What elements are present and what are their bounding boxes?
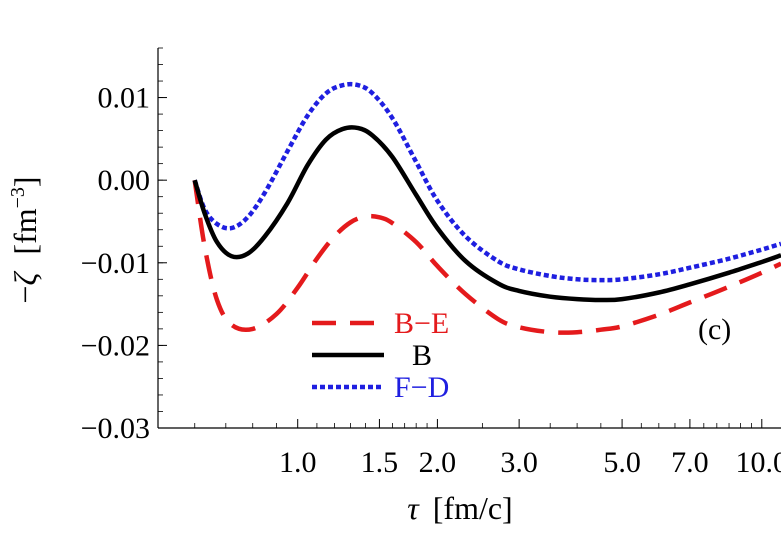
series-line-fd <box>192 81 781 283</box>
x-tick-label: 3.0 <box>500 446 538 479</box>
legend: B−EBF−D <box>312 307 449 404</box>
x-tick-label: 1.0 <box>279 446 317 479</box>
y-tick-label: 0.01 <box>98 82 151 115</box>
y-axis: 0.01 0.00 −0.01 −0.02 −0.03 <box>81 47 167 445</box>
y-tick-label: −0.03 <box>81 412 150 445</box>
y-axis-title: −ζ [fm−3] <box>7 176 43 303</box>
series-line-b <box>192 125 781 303</box>
series-line-be <box>192 179 781 335</box>
x-axis-title: τ [fm/c] <box>407 490 512 526</box>
x-tick-label: 1.5 <box>361 446 399 479</box>
x-tick-label: 5.0 <box>603 446 641 479</box>
series-layer <box>192 81 781 335</box>
x-axis: 1.0 1.5 2.0 3.0 5.0 7.0 10.0 <box>194 419 781 479</box>
x-tick-label: 10.0 <box>736 446 781 479</box>
legend-label: B <box>412 339 432 372</box>
plot-frame <box>157 48 781 429</box>
y-tick-label: −0.01 <box>81 247 150 280</box>
y-tick-label: −0.02 <box>81 329 150 362</box>
y-tick-label: 0.00 <box>98 164 151 197</box>
x-tick-label: 2.0 <box>419 446 457 479</box>
x-tick-label: 7.0 <box>671 446 709 479</box>
legend-label: B−E <box>394 307 449 340</box>
legend-label: F−D <box>394 371 449 404</box>
panel-label: (c) <box>698 313 731 346</box>
